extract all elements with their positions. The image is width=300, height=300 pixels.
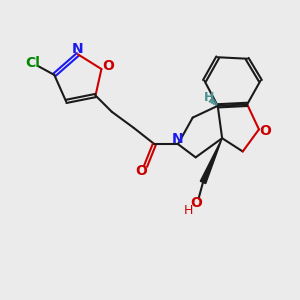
- Text: H: H: [204, 91, 214, 104]
- Text: H: H: [184, 204, 193, 217]
- Text: N: N: [172, 132, 184, 146]
- Text: O: O: [135, 164, 147, 178]
- Text: O: O: [102, 59, 114, 73]
- Text: N: N: [72, 42, 84, 56]
- Text: O: O: [190, 196, 202, 210]
- Polygon shape: [200, 138, 222, 184]
- Text: O: O: [260, 124, 272, 138]
- Text: Cl: Cl: [25, 56, 40, 70]
